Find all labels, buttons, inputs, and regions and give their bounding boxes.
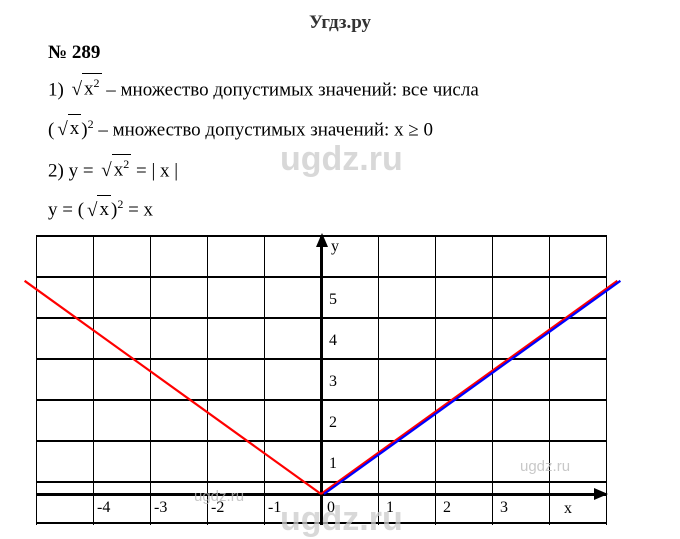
line-4: y = (x)2 = x [48,195,660,225]
line3-prefix: 2) y = [48,160,98,181]
line-3: 2) y = x2 = | x | [48,155,660,186]
content-area: № 289 1) x2 – множество допустимых значе… [0,42,680,225]
sqrt-x-squared-2: x2 [98,155,131,186]
series-abs_x_left [25,281,321,494]
line-1: 1) x2 – множество допустимых значений: в… [48,74,660,105]
sqrt-x-1: x [54,115,81,145]
series-abs_x_right [321,281,617,494]
line2-mid: – множество допустимых значений: x ≥ 0 [94,119,433,140]
grid-v [606,235,607,525]
line1-prefix: 1) [48,79,69,100]
site-name-top: Угдз.ру [309,12,371,33]
page-header: Угдз.ру [0,0,680,42]
line4-prefix: y = [48,200,78,221]
problem-number: № 289 [48,42,660,64]
line4-suffix: = x [123,200,153,221]
line1-mid: – множество допустимых значений: все чис… [102,79,479,100]
line3-suffix: = | x | [131,160,178,181]
plot-svg [36,235,606,525]
sqrt-x-2: x [84,196,111,226]
line-2: (x)2 – множество допустимых значений: x … [48,115,660,145]
function-chart: yx-4-3-2-1012312345 [36,235,606,525]
series-y_eq_x [324,281,620,494]
sqrt-x-squared-1: x2 [69,74,102,105]
